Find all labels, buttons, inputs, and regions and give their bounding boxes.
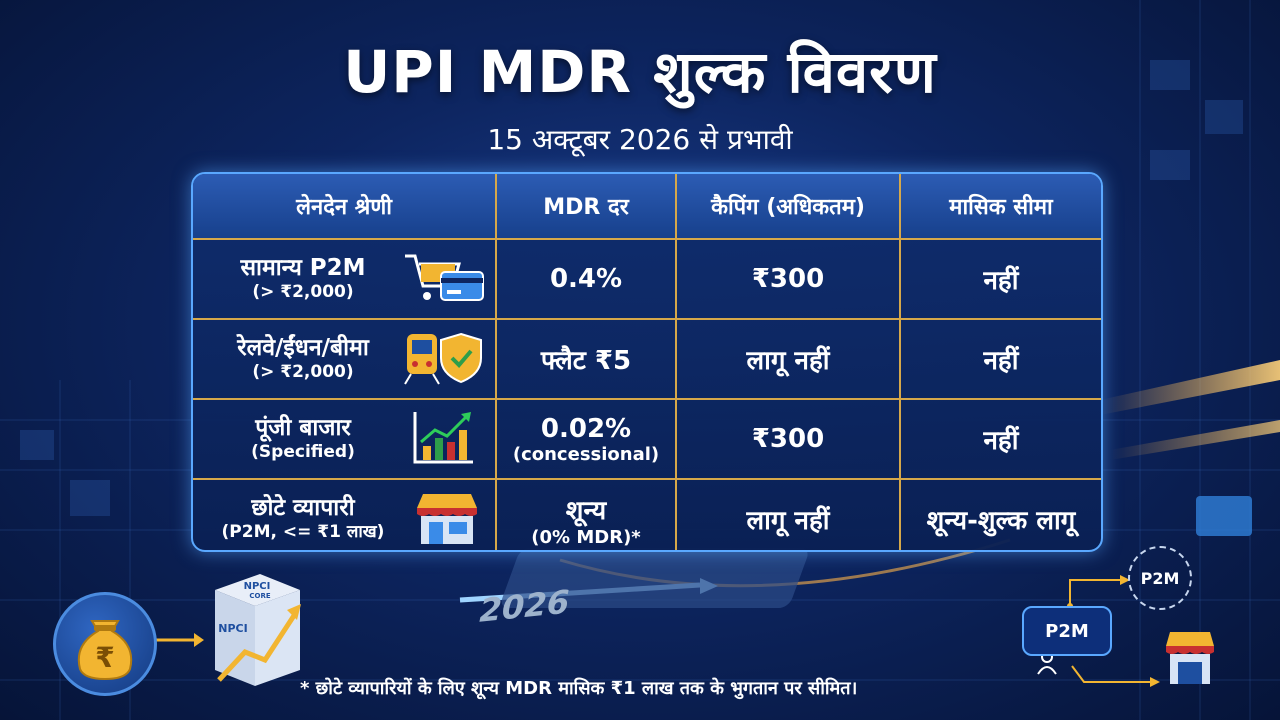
category-cell: रेलवे/ईंधन/बीमा (> ₹2,000) bbox=[193, 319, 497, 400]
p2m-badge: P2M bbox=[1022, 606, 1112, 656]
npci-core-cube-icon: NPCI CORE NPCI bbox=[215, 574, 301, 686]
category-label: सामान्य P2M bbox=[240, 254, 366, 281]
flow-arrow-icon bbox=[152, 633, 204, 647]
limit-cell: शून्य-शुल्क लागू bbox=[926, 506, 1076, 536]
rate-cell: फ्लैट ₹5 bbox=[496, 319, 677, 400]
money-bag-icon: ₹ bbox=[53, 592, 157, 696]
p2m-cycle-label: P2M bbox=[1140, 568, 1180, 588]
rate-note: (0% MDR)* bbox=[531, 526, 641, 548]
rate-value: 0.02% bbox=[540, 413, 632, 444]
category-cell: सामान्य P2M (> ₹2,000) bbox=[193, 239, 497, 320]
rate-value: शून्य bbox=[565, 495, 607, 526]
limit-cell: नहीं bbox=[900, 399, 1101, 480]
merchant-store-icon bbox=[1166, 632, 1214, 684]
shopping-cart-card-icon bbox=[405, 254, 484, 301]
category-sublabel: (> ₹2,000) bbox=[252, 362, 354, 383]
category-cell: छोटे व्यापारी (P2M, <= ₹1 लाख) bbox=[193, 479, 497, 550]
rising-chart-icon bbox=[413, 412, 473, 464]
column-header-category: लेनदेन श्रेणी bbox=[193, 174, 497, 240]
table-row: छोटे व्यापारी (P2M, <= ₹1 लाख) शून्य (0%… bbox=[193, 479, 1101, 550]
table-row: पूंजी बाजार (Specified) 0.02% bbox=[193, 399, 1101, 480]
column-header-cap: कैपिंग (अधिकतम) bbox=[676, 174, 901, 240]
category-cell: पूंजी बाजार (Specified) bbox=[193, 399, 497, 480]
rate-value: 0.4% bbox=[549, 264, 623, 294]
cap-cell: लागू नहीं bbox=[676, 319, 901, 400]
storefront-icon bbox=[417, 494, 477, 544]
table-header-row: लेनदेन श्रेणी MDR दर कैपिंग (अधिकतम) मास… bbox=[193, 174, 1101, 240]
column-header-rate: MDR दर bbox=[496, 174, 677, 240]
train-shield-icon bbox=[404, 332, 482, 385]
category-label: छोटे व्यापारी bbox=[251, 494, 355, 521]
column-header-limit: मासिक सीमा bbox=[900, 174, 1101, 240]
p2m-badge-label: P2M bbox=[1045, 620, 1089, 642]
npci-side-label: NPCI bbox=[218, 622, 247, 635]
table-row: सामान्य P2M (> ₹2,000) 0.4% ₹300 bbox=[193, 239, 1101, 320]
cap-cell: ₹300 bbox=[676, 239, 901, 320]
category-label: पूंजी बाजार bbox=[255, 414, 351, 441]
effective-date: 15 अक्टूबर 2026 से प्रभावी bbox=[487, 123, 793, 156]
footnote: * छोटे व्यापारियों के लिए शून्य MDR मासि… bbox=[300, 678, 858, 699]
rate-cell: 0.02% (concessional) bbox=[496, 399, 677, 480]
cap-cell: लागू नहीं bbox=[676, 479, 901, 550]
category-label: रेलवे/ईंधन/बीमा bbox=[237, 334, 369, 361]
rate-note: (concessional) bbox=[512, 443, 660, 465]
p2m-cycle-icon: P2M bbox=[1128, 546, 1192, 610]
cap-cell: ₹300 bbox=[676, 399, 901, 480]
category-sublabel: (Specified) bbox=[251, 442, 355, 463]
rate-value: फ्लैट ₹5 bbox=[540, 346, 632, 376]
limit-cell: नहीं bbox=[900, 319, 1101, 400]
npci-top-label: NPCI bbox=[244, 581, 271, 592]
rate-cell: 0.4% bbox=[496, 239, 677, 320]
page-title: UPI MDR शुल्क विवरण bbox=[343, 38, 937, 106]
limit-cell: नहीं bbox=[900, 239, 1101, 320]
category-sublabel: (> ₹2,000) bbox=[252, 282, 354, 303]
mdr-table: लेनदेन श्रेणी MDR दर कैपिंग (अधिकतम) मास… bbox=[191, 172, 1103, 552]
npci-core-label: CORE bbox=[249, 592, 270, 600]
rate-cell: शून्य (0% MDR)* bbox=[496, 479, 677, 550]
rupee-symbol: ₹ bbox=[95, 641, 114, 674]
table-row: रेलवे/ईंधन/बीमा (> ₹2,000) फ्लैट ₹5 bbox=[193, 319, 1101, 400]
category-sublabel: (P2M, <= ₹1 लाख) bbox=[221, 522, 385, 543]
